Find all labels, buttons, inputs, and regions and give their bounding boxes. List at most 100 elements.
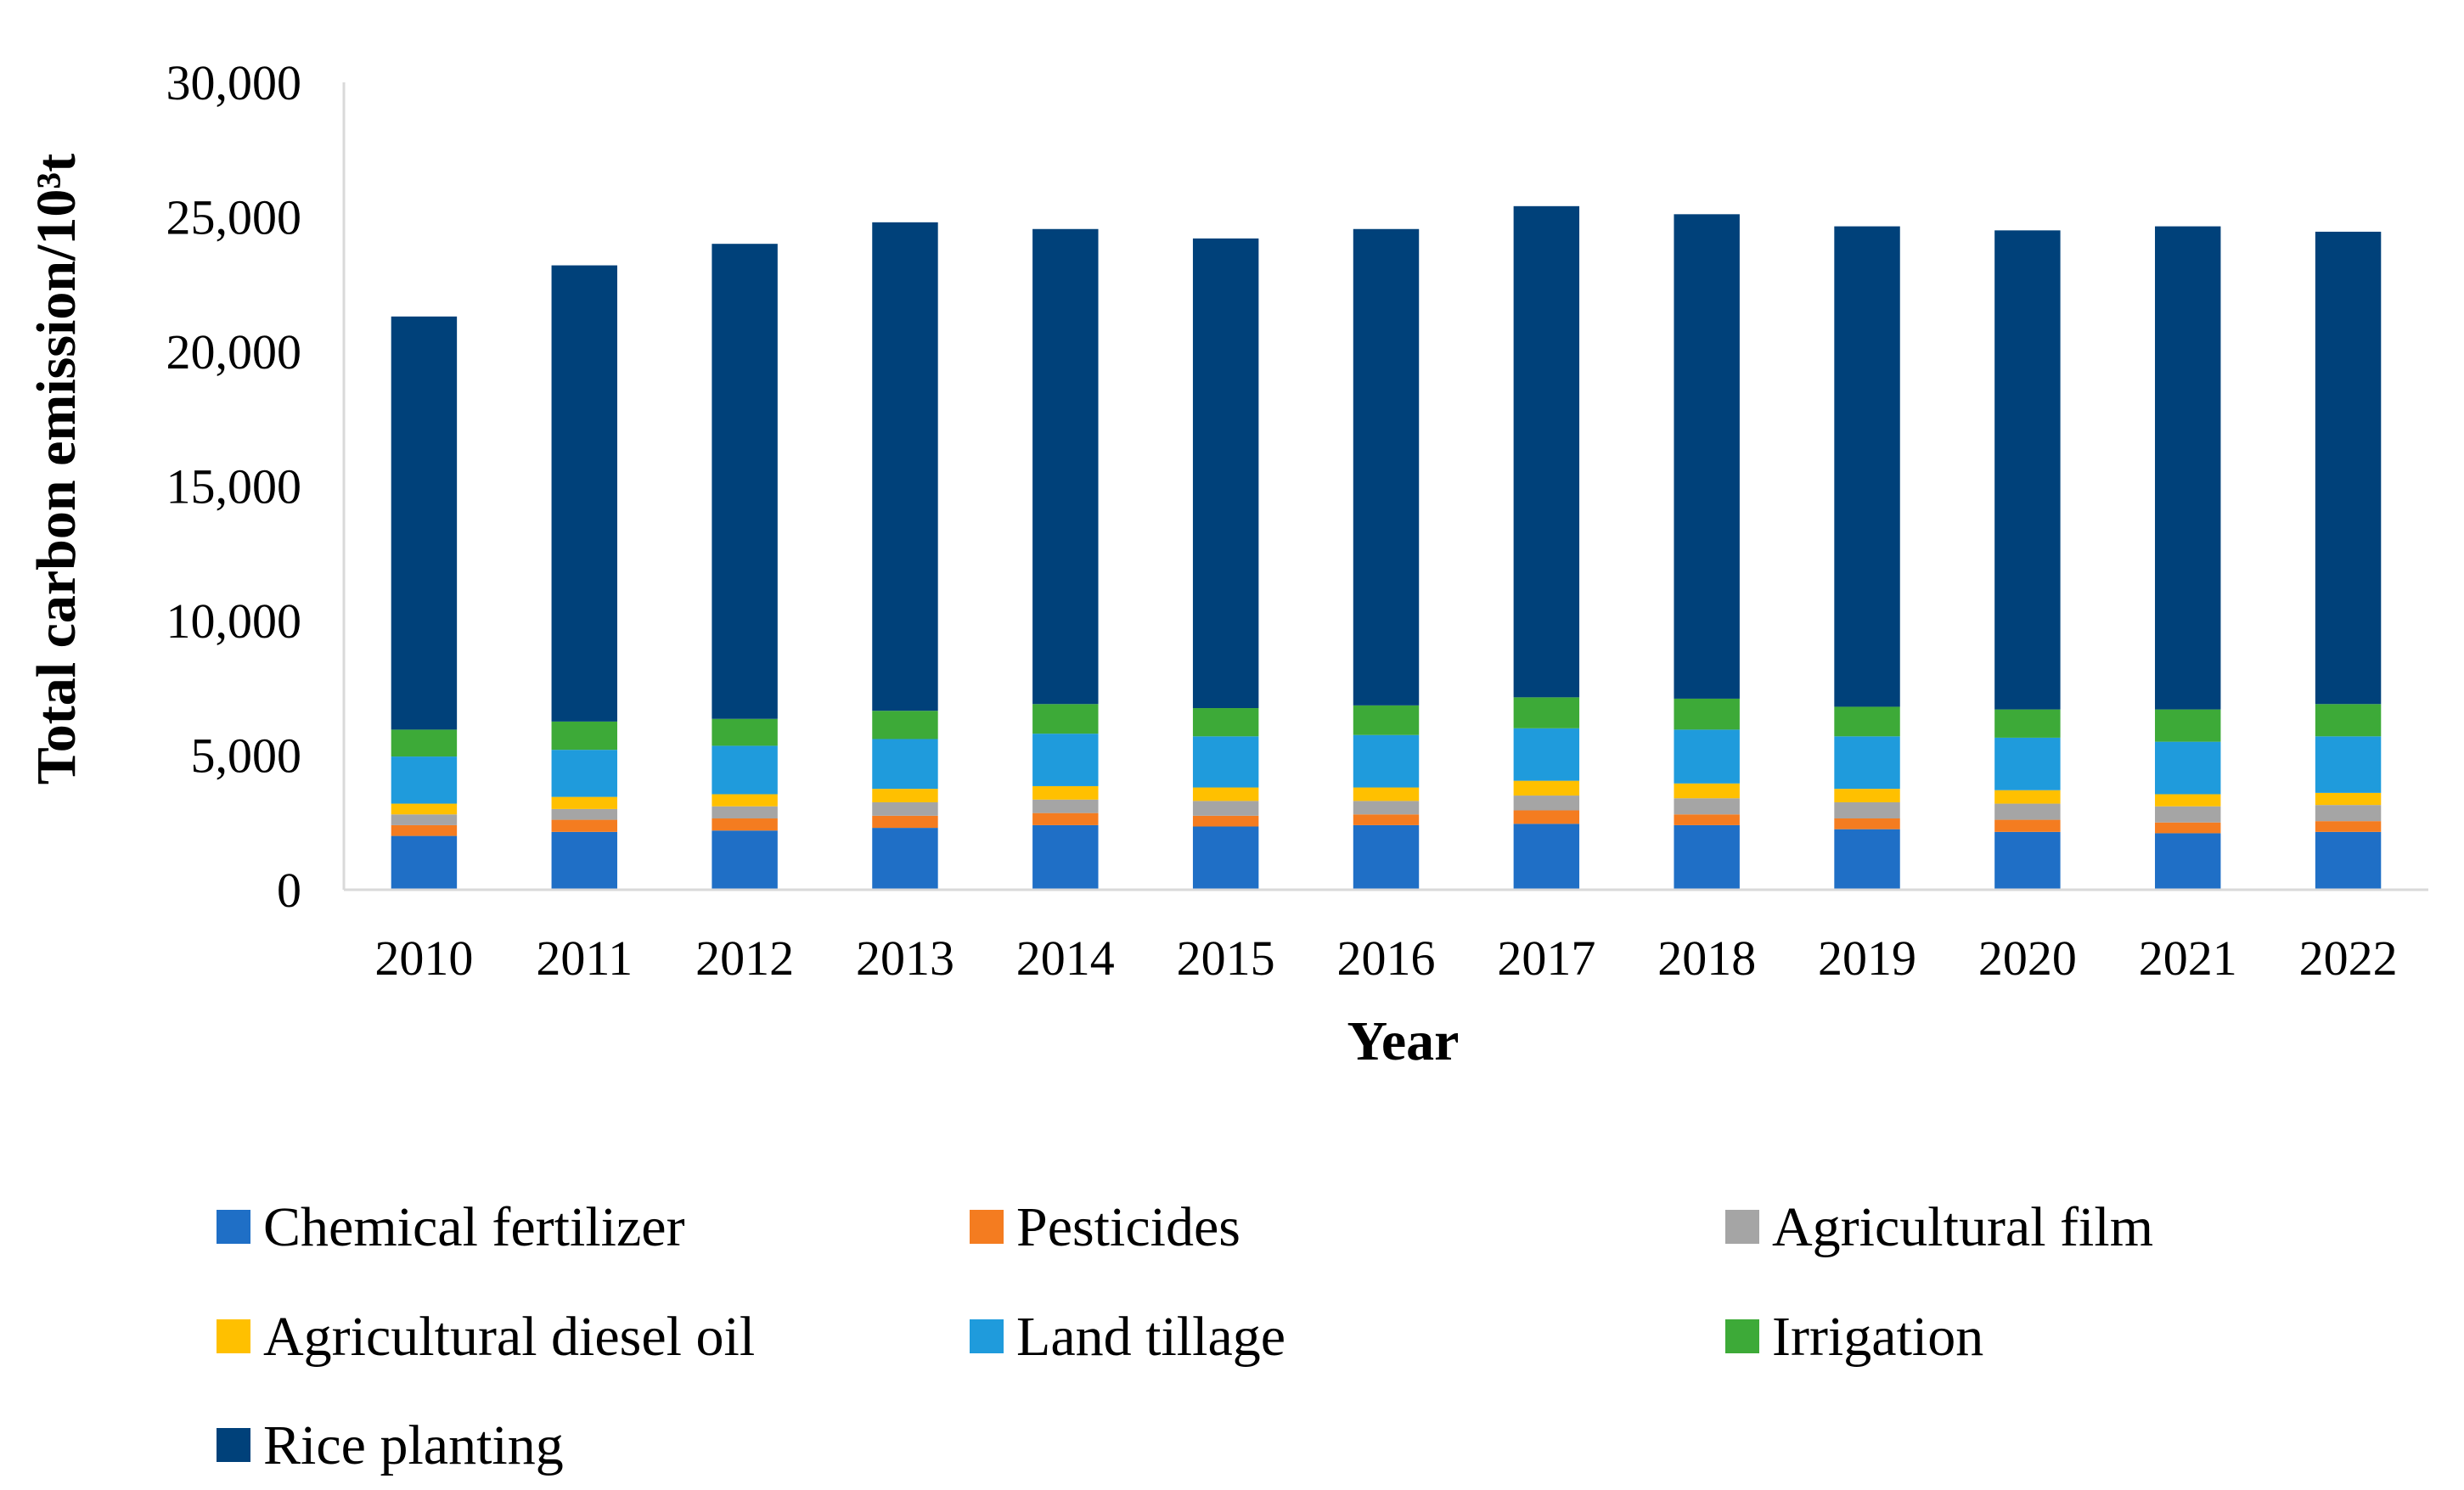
bar-segment-pesticides	[2315, 821, 2382, 832]
x-tick-label: 2013	[856, 931, 954, 986]
bar-segment-irrigation	[551, 721, 617, 751]
bar-segment-agricultural-diesel-oil	[1513, 780, 1580, 796]
x-tick-label: 2014	[1016, 931, 1115, 986]
bar-segment-rice-planting	[2315, 231, 2382, 705]
bar-segment-irrigation	[1674, 698, 1740, 730]
bar-segment-pesticides	[1834, 818, 1900, 829]
bar-segment-irrigation	[872, 711, 938, 739]
bar-segment-irrigation	[712, 718, 778, 746]
bar-segment-land-tillage	[1353, 734, 1420, 788]
bar-segment-chemical-fertilizer	[1834, 829, 1900, 890]
y-tick-label: 5,000	[191, 728, 302, 784]
bar-segment-chemical-fertilizer	[1192, 826, 1259, 890]
legend-swatch	[217, 1428, 250, 1462]
bar-segment-agricultural-diesel-oil	[1674, 783, 1740, 799]
x-tick-label: 2019	[1818, 931, 1916, 986]
bar-segment-agricultural-film	[2155, 806, 2221, 823]
legend-label: Land tillage	[1016, 1306, 1285, 1368]
bar-segment-irrigation	[1994, 709, 2061, 738]
bar-segment-pesticides	[391, 824, 458, 836]
bar-segment-land-tillage	[391, 756, 458, 804]
bar-segment-irrigation	[1032, 704, 1099, 734]
bar-segment-rice-planting	[1192, 238, 1259, 709]
legend-label: Rice planting	[263, 1414, 564, 1476]
x-tick-label: 2011	[536, 931, 633, 986]
bar-segment-agricultural-diesel-oil	[2155, 794, 2221, 807]
y-tick-label: 20,000	[166, 324, 302, 380]
bar-segment-rice-planting	[391, 316, 458, 730]
legend-swatch	[217, 1319, 250, 1353]
bar-segment-chemical-fertilizer	[551, 831, 617, 890]
bar-segment-rice-planting	[872, 222, 938, 711]
bar-segment-chemical-fertilizer	[1674, 824, 1740, 890]
y-tick-label: 0	[277, 863, 301, 918]
bar-segment-agricultural-diesel-oil	[551, 796, 617, 809]
x-tick-labels: 2010 2011 2012 2013 2014 2015 2016 2017 2018 2019…	[374, 931, 2397, 986]
bar-segment-chemical-fertilizer	[1513, 824, 1580, 890]
bar-segment-agricultural-diesel-oil	[1994, 790, 2061, 804]
bar-segment-chemical-fertilizer	[712, 830, 778, 890]
bar-segment-irrigation	[2315, 704, 2382, 737]
bar-segment-rice-planting	[551, 265, 617, 722]
y-tick-label: 25,000	[166, 190, 302, 245]
axes	[342, 82, 2428, 891]
bar-segment-rice-planting	[1994, 230, 2061, 710]
bar-segment-land-tillage	[872, 739, 938, 790]
legend-swatch	[1725, 1210, 1759, 1244]
x-tick-label: 2015	[1177, 931, 1275, 986]
x-tick-label: 2022	[2299, 931, 2398, 986]
bar-segment-irrigation	[391, 729, 458, 757]
bar-segment-agricultural-diesel-oil	[872, 789, 938, 802]
bar-segment-chemical-fertilizer	[872, 828, 938, 890]
bar-segment-agricultural-diesel-oil	[1834, 789, 1900, 802]
bar-segment-chemical-fertilizer	[391, 835, 458, 890]
legend-label: Agricultural film	[1772, 1196, 2153, 1258]
bar-segment-chemical-fertilizer	[1032, 824, 1099, 890]
y-tick-label: 15,000	[166, 459, 302, 514]
bar-segment-agricultural-diesel-oil	[712, 794, 778, 807]
bar-segment-agricultural-diesel-oil	[1192, 787, 1259, 801]
legend-label: Irrigation	[1772, 1306, 1983, 1368]
bar-segment-pesticides	[2155, 822, 2221, 834]
bar-segment-agricultural-diesel-oil	[391, 803, 458, 815]
y-axis-title: Total carbon emission/10³t	[25, 154, 87, 784]
y-tick-label: 10,000	[166, 593, 302, 649]
bar-segment-land-tillage	[2315, 736, 2382, 793]
bar-segment-chemical-fertilizer	[2315, 831, 2382, 890]
bar-segment-pesticides	[1513, 810, 1580, 824]
bar-segment-rice-planting	[2155, 226, 2221, 710]
bar-segment-pesticides	[872, 815, 938, 829]
legend-label: Agricultural diesel oil	[263, 1306, 755, 1368]
legend-swatch	[970, 1210, 1004, 1244]
bar-segment-pesticides	[1032, 812, 1099, 825]
bar-segment-agricultural-film	[2315, 805, 2382, 822]
bar-segment-rice-planting	[1032, 228, 1099, 705]
bar-segment-agricultural-film	[1192, 801, 1259, 816]
bar-segment-land-tillage	[551, 750, 617, 797]
bars	[391, 205, 2382, 890]
bar-segment-pesticides	[551, 819, 617, 832]
bar-segment-rice-planting	[712, 244, 778, 719]
bar-segment-land-tillage	[1513, 728, 1580, 781]
bar-segment-agricultural-film	[551, 808, 617, 820]
bar-segment-chemical-fertilizer	[2155, 833, 2221, 890]
legend-label: Chemical fertilizer	[263, 1196, 685, 1258]
x-axis-title: Year	[1347, 1010, 1460, 1072]
bar-segment-land-tillage	[1192, 736, 1259, 788]
bar-segment-land-tillage	[1032, 734, 1099, 786]
bar-segment-land-tillage	[1674, 729, 1740, 784]
bar-segment-agricultural-film	[391, 814, 458, 825]
bar-segment-pesticides	[1674, 814, 1740, 825]
bar-segment-irrigation	[1353, 705, 1420, 735]
bar-segment-rice-planting	[1674, 214, 1740, 699]
x-tick-label: 2012	[695, 931, 794, 986]
x-tick-label: 2017	[1497, 931, 1595, 986]
bar-segment-agricultural-film	[1674, 798, 1740, 815]
bar-segment-chemical-fertilizer	[1994, 831, 2061, 890]
bar-segment-rice-planting	[1353, 228, 1420, 706]
bar-segment-irrigation	[1513, 697, 1580, 728]
bar-segment-pesticides	[1353, 814, 1420, 825]
bar-segment-land-tillage	[1994, 737, 2061, 790]
bar-segment-agricultural-film	[1513, 796, 1580, 811]
